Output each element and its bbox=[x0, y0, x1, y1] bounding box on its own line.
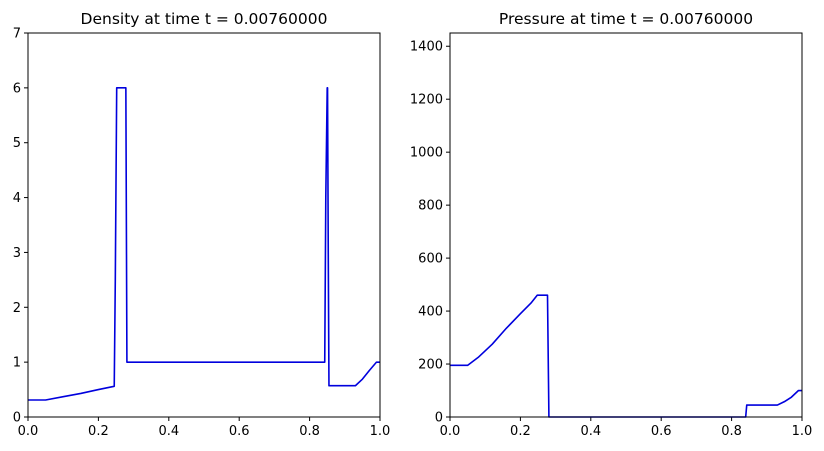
pressure-x-axis: 0.0 0.2 0.4 0.6 0.8 1.0 bbox=[440, 417, 813, 439]
pressure-x-tick-label: 1.0 bbox=[792, 424, 813, 439]
density-x-tick-label: 0.8 bbox=[299, 424, 320, 439]
pressure-x-tick-label: 0.0 bbox=[440, 424, 461, 439]
pressure-x-tick-label: 0.4 bbox=[580, 424, 601, 439]
pressure-x-tick-label: 0.2 bbox=[510, 424, 531, 439]
density-y-tick-label: 0 bbox=[13, 411, 21, 426]
density-chart-title: Density at time t = 0.00760000 bbox=[81, 10, 328, 28]
density-y-tick-label: 7 bbox=[13, 27, 21, 42]
density-y-axis: 0 1 2 3 4 5 6 7 bbox=[13, 27, 28, 426]
pressure-x-tick-label: 0.8 bbox=[721, 424, 742, 439]
density-line bbox=[28, 87, 380, 401]
density-x-tick-label: 1.0 bbox=[370, 424, 391, 439]
density-x-tick-label: 0.2 bbox=[88, 424, 109, 439]
density-y-tick-label: 4 bbox=[13, 191, 21, 206]
pressure-chart-title: Pressure at time t = 0.00760000 bbox=[499, 10, 753, 28]
pressure-y-tick-label: 1000 bbox=[410, 146, 443, 161]
pressure-y-tick-label: 800 bbox=[418, 199, 443, 214]
density-x-tick-label: 0.0 bbox=[18, 424, 39, 439]
pressure-y-axis: 0 200 400 600 800 1000 1200 1400 bbox=[410, 40, 450, 426]
pressure-y-tick-label: 200 bbox=[418, 358, 443, 373]
pressure-x-tick-label: 0.6 bbox=[651, 424, 672, 439]
pressure-y-tick-label: 0 bbox=[435, 411, 443, 426]
density-chart: Density at time t = 0.00760000 0.0 0.2 0.4… bbox=[13, 10, 391, 439]
pressure-y-tick-label: 1200 bbox=[410, 93, 443, 108]
density-x-tick-label: 0.6 bbox=[229, 424, 250, 439]
density-x-tick-label: 0.4 bbox=[158, 424, 179, 439]
density-plot-frame bbox=[27, 32, 381, 418]
density-plot-area bbox=[28, 33, 380, 417]
pressure-chart: Pressure at time t = 0.00760000 0.0 0.2 0.… bbox=[410, 10, 812, 439]
density-y-tick-label: 5 bbox=[13, 136, 21, 151]
pressure-y-tick-label: 1400 bbox=[410, 40, 443, 55]
density-y-tick-label: 1 bbox=[13, 356, 21, 371]
density-y-tick-label: 2 bbox=[13, 301, 21, 316]
pressure-y-tick-label: 400 bbox=[418, 305, 443, 320]
pressure-plot-frame bbox=[449, 32, 803, 418]
density-x-axis: 0.0 0.2 0.4 0.6 0.8 1.0 bbox=[18, 417, 391, 439]
pressure-y-tick-label: 600 bbox=[418, 252, 443, 267]
pressure-plot-area bbox=[450, 33, 802, 417]
density-y-tick-label: 3 bbox=[13, 246, 21, 261]
density-y-tick-label: 6 bbox=[13, 81, 21, 96]
